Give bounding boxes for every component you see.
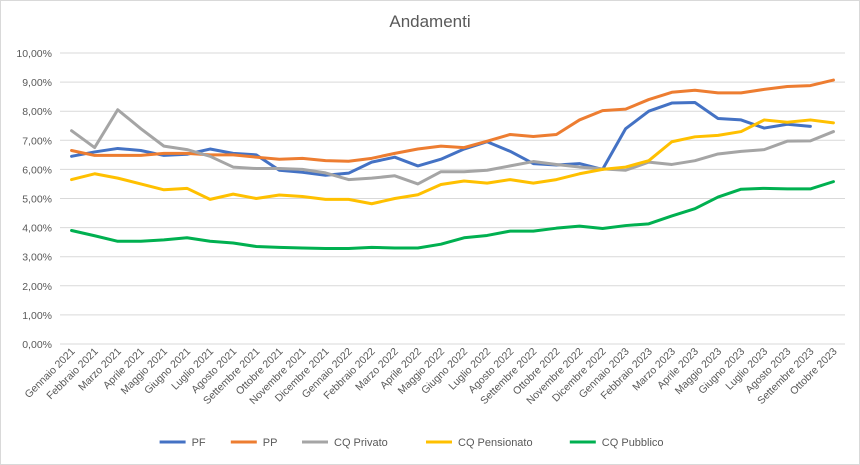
legend-item-cq-privato: CQ Privato — [302, 437, 388, 449]
legend-label: CQ Privato — [334, 437, 388, 449]
y-tick-label: 2,00% — [22, 281, 52, 293]
y-axis-ticks: 0,00% 1,00% 2,00% 3,00% 4,00% 5,00% 6,00% 7,00%… — [16, 48, 52, 351]
legend-label: CQ Pubblico — [602, 437, 664, 449]
legend-item-cq-pensionato: CQ Pensionato — [426, 437, 533, 449]
legend-label: PF — [192, 437, 206, 449]
chart-title: Andamenti — [389, 12, 471, 31]
y-tick-label: 4,00% — [22, 223, 52, 235]
series-line-cq-pensionato — [70, 118, 835, 206]
y-tick-label: 6,00% — [22, 164, 52, 176]
y-tick-label: 10,00% — [16, 48, 52, 60]
gridlines — [60, 52, 845, 345]
series-line-cq-pubblico — [70, 180, 835, 251]
y-tick-label: 7,00% — [22, 135, 52, 147]
legend-item-cq-pubblico: CQ Pubblico — [569, 437, 664, 449]
legend-label: PP — [263, 437, 278, 449]
series-line-cq-privato — [70, 108, 835, 186]
y-tick-label: 1,00% — [22, 310, 52, 322]
series-line-pf — [70, 100, 812, 177]
legend-label: CQ Pensionato — [458, 437, 533, 449]
y-tick-label: 9,00% — [22, 77, 52, 89]
legend-item-pp: PP — [230, 437, 278, 449]
series-lines — [70, 78, 835, 251]
y-tick-label: 0,00% — [22, 339, 52, 351]
y-tick-label: 3,00% — [22, 252, 52, 264]
legend-item-pf: PF — [159, 437, 206, 449]
y-tick-label: 8,00% — [22, 106, 52, 118]
legend: PF PP CQ Privato CQ Pensionato CQ Pubblico — [159, 437, 664, 449]
y-tick-label: 5,00% — [22, 194, 52, 206]
